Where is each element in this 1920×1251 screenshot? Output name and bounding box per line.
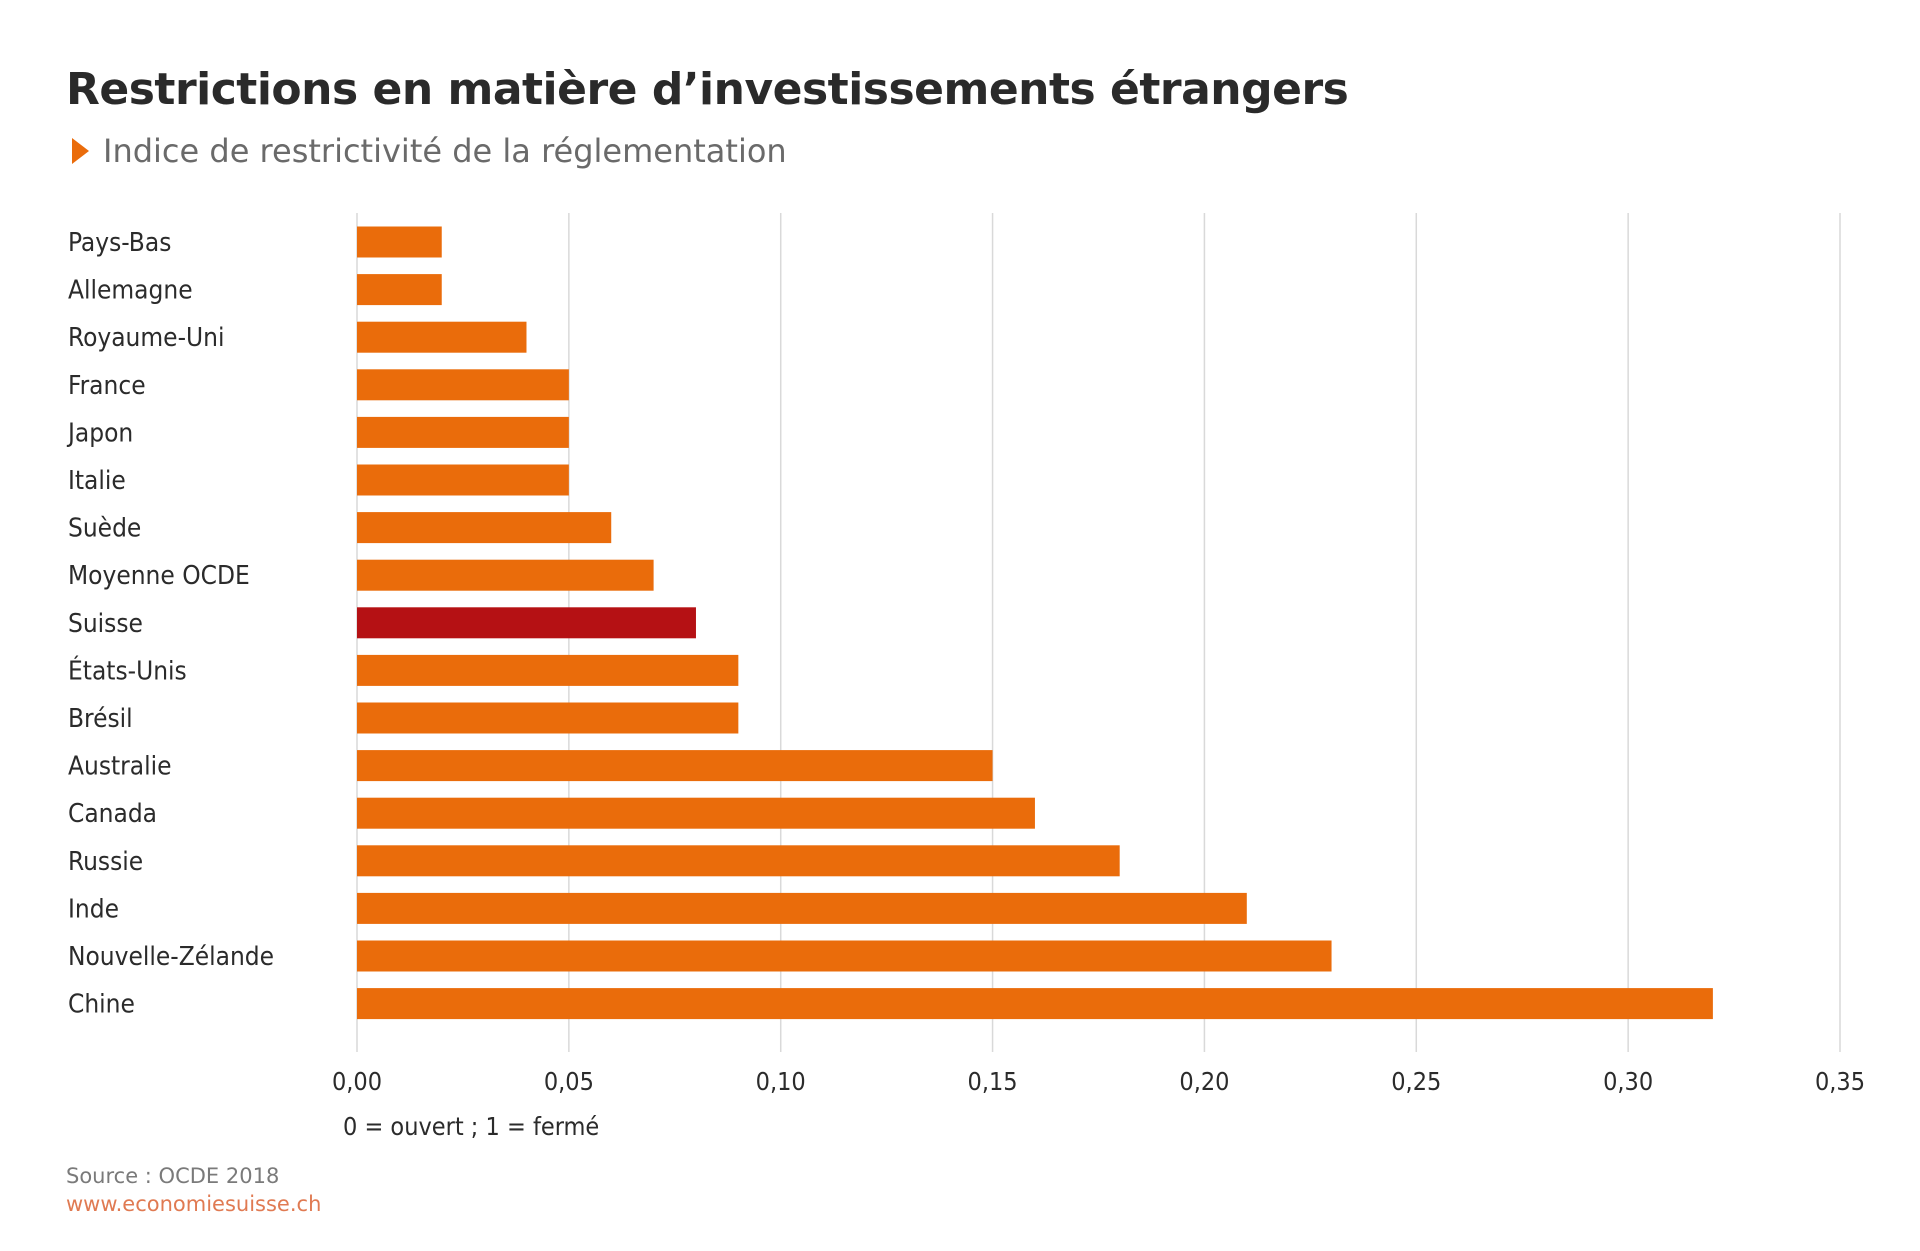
bar	[357, 369, 569, 401]
bar	[357, 226, 442, 258]
bar	[357, 512, 612, 544]
category-label: Italie	[68, 466, 126, 496]
x-tick-label: 0,10	[756, 1067, 806, 1096]
category-label: Nouvelle-Zélande	[68, 942, 274, 972]
triangle-bullet-icon	[72, 138, 89, 164]
bar	[357, 559, 654, 591]
category-label: Canada	[68, 799, 157, 829]
bar	[357, 654, 739, 686]
category-label: Royaume-Uni	[68, 323, 224, 353]
x-tick-label: 0,35	[1815, 1067, 1865, 1096]
bar	[357, 702, 739, 734]
chart-title: Restrictions en matière d’investissement…	[66, 64, 1349, 115]
x-tick-label: 0,20	[1179, 1067, 1229, 1096]
bar	[357, 892, 1247, 924]
x-tick-label: 0,00	[332, 1067, 382, 1096]
category-label: Japon	[66, 418, 133, 448]
category-label: Pays-Bas	[68, 228, 171, 258]
chart-subtitle: Indice de restrictivité de la réglementa…	[72, 132, 787, 170]
bar	[357, 464, 569, 496]
source-url[interactable]: www.economiesuisse.ch	[66, 1192, 322, 1216]
category-label: Inde	[68, 894, 119, 924]
category-label: Australie	[68, 752, 172, 782]
bar	[357, 607, 696, 639]
bar	[357, 988, 1713, 1020]
category-label: Suède	[68, 514, 141, 544]
category-label: Chine	[68, 990, 135, 1020]
bar	[357, 797, 1035, 829]
category-label: Brésil	[68, 704, 133, 734]
source-label: Source : OCDE 2018	[66, 1164, 280, 1188]
x-tick-label: 0,30	[1603, 1067, 1653, 1096]
category-label: Russie	[68, 847, 143, 877]
category-label: Moyenne OCDE	[68, 561, 250, 591]
bar	[357, 321, 527, 353]
bar	[357, 940, 1332, 972]
bar	[357, 750, 993, 782]
chart-subtitle-text: Indice de restrictivité de la réglementa…	[103, 132, 787, 170]
bar	[357, 274, 442, 306]
bar	[357, 845, 1120, 877]
x-tick-label: 0,25	[1391, 1067, 1441, 1096]
scale-note: 0 = ouvert ; 1 = fermé	[343, 1112, 600, 1141]
category-label: France	[68, 371, 146, 401]
x-tick-label: 0,05	[544, 1067, 594, 1096]
category-label: États-Unis	[68, 654, 187, 686]
x-tick-label: 0,15	[968, 1067, 1018, 1096]
bar	[357, 416, 569, 448]
category-label: Allemagne	[68, 276, 193, 306]
category-label: Suisse	[68, 609, 143, 639]
